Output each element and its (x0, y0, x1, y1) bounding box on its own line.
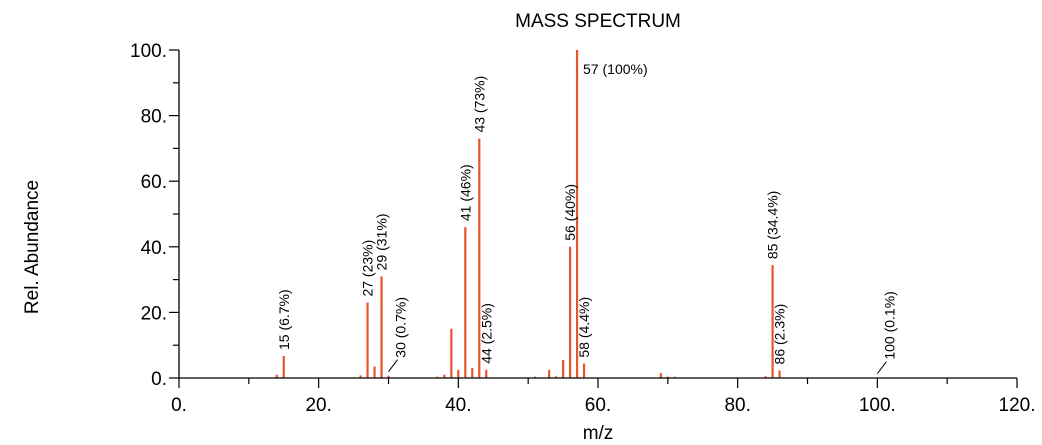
y-tick-label: 20. (141, 303, 167, 324)
peaks-layer (275, 50, 879, 378)
y-tick-label: 40. (141, 238, 167, 259)
peak-label-29: 29 (31%) (374, 214, 390, 271)
x-axis-title: m/z (583, 423, 614, 444)
y-tick-label: 60. (141, 172, 167, 193)
x-tick-label: 80. (724, 395, 750, 416)
peak-label-15: 15 (6.7%) (276, 289, 292, 350)
y-axis-title: Rel. Abundance (22, 180, 43, 314)
y-tick-label: 0. (151, 369, 167, 390)
peak-label-85: 85 (34.4%) (765, 191, 781, 259)
x-tick-label: 0. (171, 395, 187, 416)
peak-labels-layer: 15 (6.7%) 27 (23%)29 (31%) 30 (0.7%) 41 (46… (276, 61, 897, 374)
x-tick-label: 120. (999, 395, 1036, 416)
x-tick-label: 20. (305, 395, 331, 416)
peak-label-57: 57 (100%) (583, 61, 648, 77)
leader-line-100 (876, 361, 887, 374)
x-tick-label: 60. (585, 395, 611, 416)
peak-label-43: 43 (73%) (471, 76, 487, 133)
peak-label-100: 100 (0.1%) (881, 291, 897, 359)
peak-label-44: 44 (2.5%) (478, 303, 494, 364)
peak-label-86: 86 (2.3%) (772, 304, 788, 365)
peak-label-58: 58 (4.4%) (576, 297, 592, 358)
x-tick-label: 40. (445, 395, 471, 416)
peak-label-56: 56 (40%) (562, 184, 578, 241)
chart-title: MASS SPECTRUM (515, 11, 681, 32)
peak-label-27: 27 (23%) (360, 240, 376, 297)
peak-label-41: 41 (46%) (457, 164, 473, 221)
y-tick-label: 80. (141, 107, 167, 128)
y-tick-label: 100. (130, 41, 167, 62)
leader-line-30 (388, 359, 398, 373)
x-tick-label: 100. (859, 395, 896, 416)
peak-label-30: 30 (0.7%) (393, 297, 409, 358)
axes-layer: 0. 20. 40. 60. 80. 100. 0. 20. 40. 60. 80. 100. 120. (130, 41, 1035, 416)
